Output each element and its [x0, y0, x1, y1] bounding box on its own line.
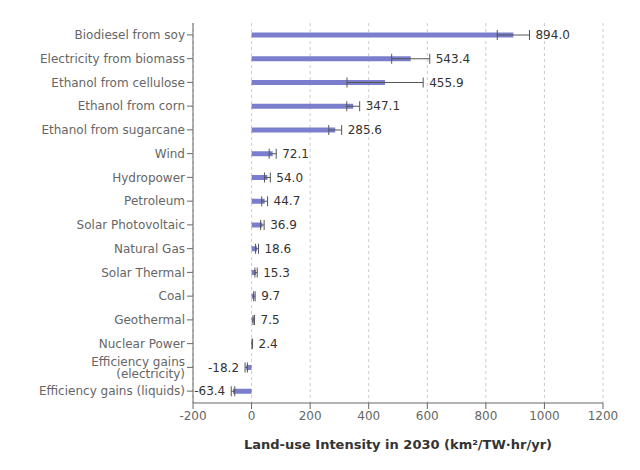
- svg-text:543.4: 543.4: [436, 52, 470, 66]
- svg-text:-200: -200: [179, 409, 206, 423]
- svg-text:Coal: Coal: [159, 289, 185, 303]
- svg-text:285.6: 285.6: [348, 123, 382, 137]
- svg-text:Nuclear Power: Nuclear Power: [99, 337, 185, 351]
- svg-text:0: 0: [248, 409, 256, 423]
- svg-text:54.0: 54.0: [276, 171, 303, 185]
- svg-text:Electricity from biomass: Electricity from biomass: [40, 52, 185, 66]
- svg-text:72.1: 72.1: [282, 147, 309, 161]
- svg-text:894.0: 894.0: [535, 28, 569, 42]
- svg-text:Wind: Wind: [155, 147, 185, 161]
- svg-text:800: 800: [474, 409, 497, 423]
- svg-text:15.3: 15.3: [263, 266, 290, 280]
- svg-text:Geothermal: Geothermal: [114, 313, 185, 327]
- svg-text:44.7: 44.7: [274, 194, 301, 208]
- svg-text:Hydropower: Hydropower: [112, 171, 185, 185]
- svg-text:Ethanol from sugarcane: Ethanol from sugarcane: [41, 123, 185, 137]
- svg-text:36.9: 36.9: [270, 218, 297, 232]
- svg-text:Natural Gas: Natural Gas: [114, 242, 185, 256]
- svg-text:Ethanol from cellulose: Ethanol from cellulose: [51, 76, 185, 90]
- svg-text:Ethanol from corn: Ethanol from corn: [78, 99, 185, 113]
- svg-text:9.7: 9.7: [261, 289, 280, 303]
- svg-text:-63.4: -63.4: [194, 384, 225, 398]
- svg-text:Efficiency gains (liquids): Efficiency gains (liquids): [39, 384, 185, 398]
- svg-text:1200: 1200: [588, 409, 619, 423]
- svg-text:Land-use Intensity in 2030 (km: Land-use Intensity in 2030 (km²/TW·hr/yr…: [244, 437, 552, 452]
- svg-text:455.9: 455.9: [429, 76, 463, 90]
- svg-text:200: 200: [299, 409, 322, 423]
- svg-text:1000: 1000: [529, 409, 560, 423]
- svg-text:600: 600: [416, 409, 439, 423]
- svg-text:Biodiesel from soy: Biodiesel from soy: [75, 28, 185, 42]
- svg-text:Efficiency gains(electricity): Efficiency gains(electricity): [91, 355, 185, 381]
- svg-text:2.4: 2.4: [259, 337, 278, 351]
- svg-text:7.5: 7.5: [261, 313, 280, 327]
- svg-text:-18.2: -18.2: [208, 361, 239, 375]
- svg-text:Solar Thermal: Solar Thermal: [101, 266, 185, 280]
- svg-text:18.6: 18.6: [264, 242, 291, 256]
- svg-text:347.1: 347.1: [366, 99, 400, 113]
- svg-text:Solar Photovoltaic: Solar Photovoltaic: [77, 218, 185, 232]
- svg-text:Petroleum: Petroleum: [124, 194, 185, 208]
- svg-text:400: 400: [357, 409, 380, 423]
